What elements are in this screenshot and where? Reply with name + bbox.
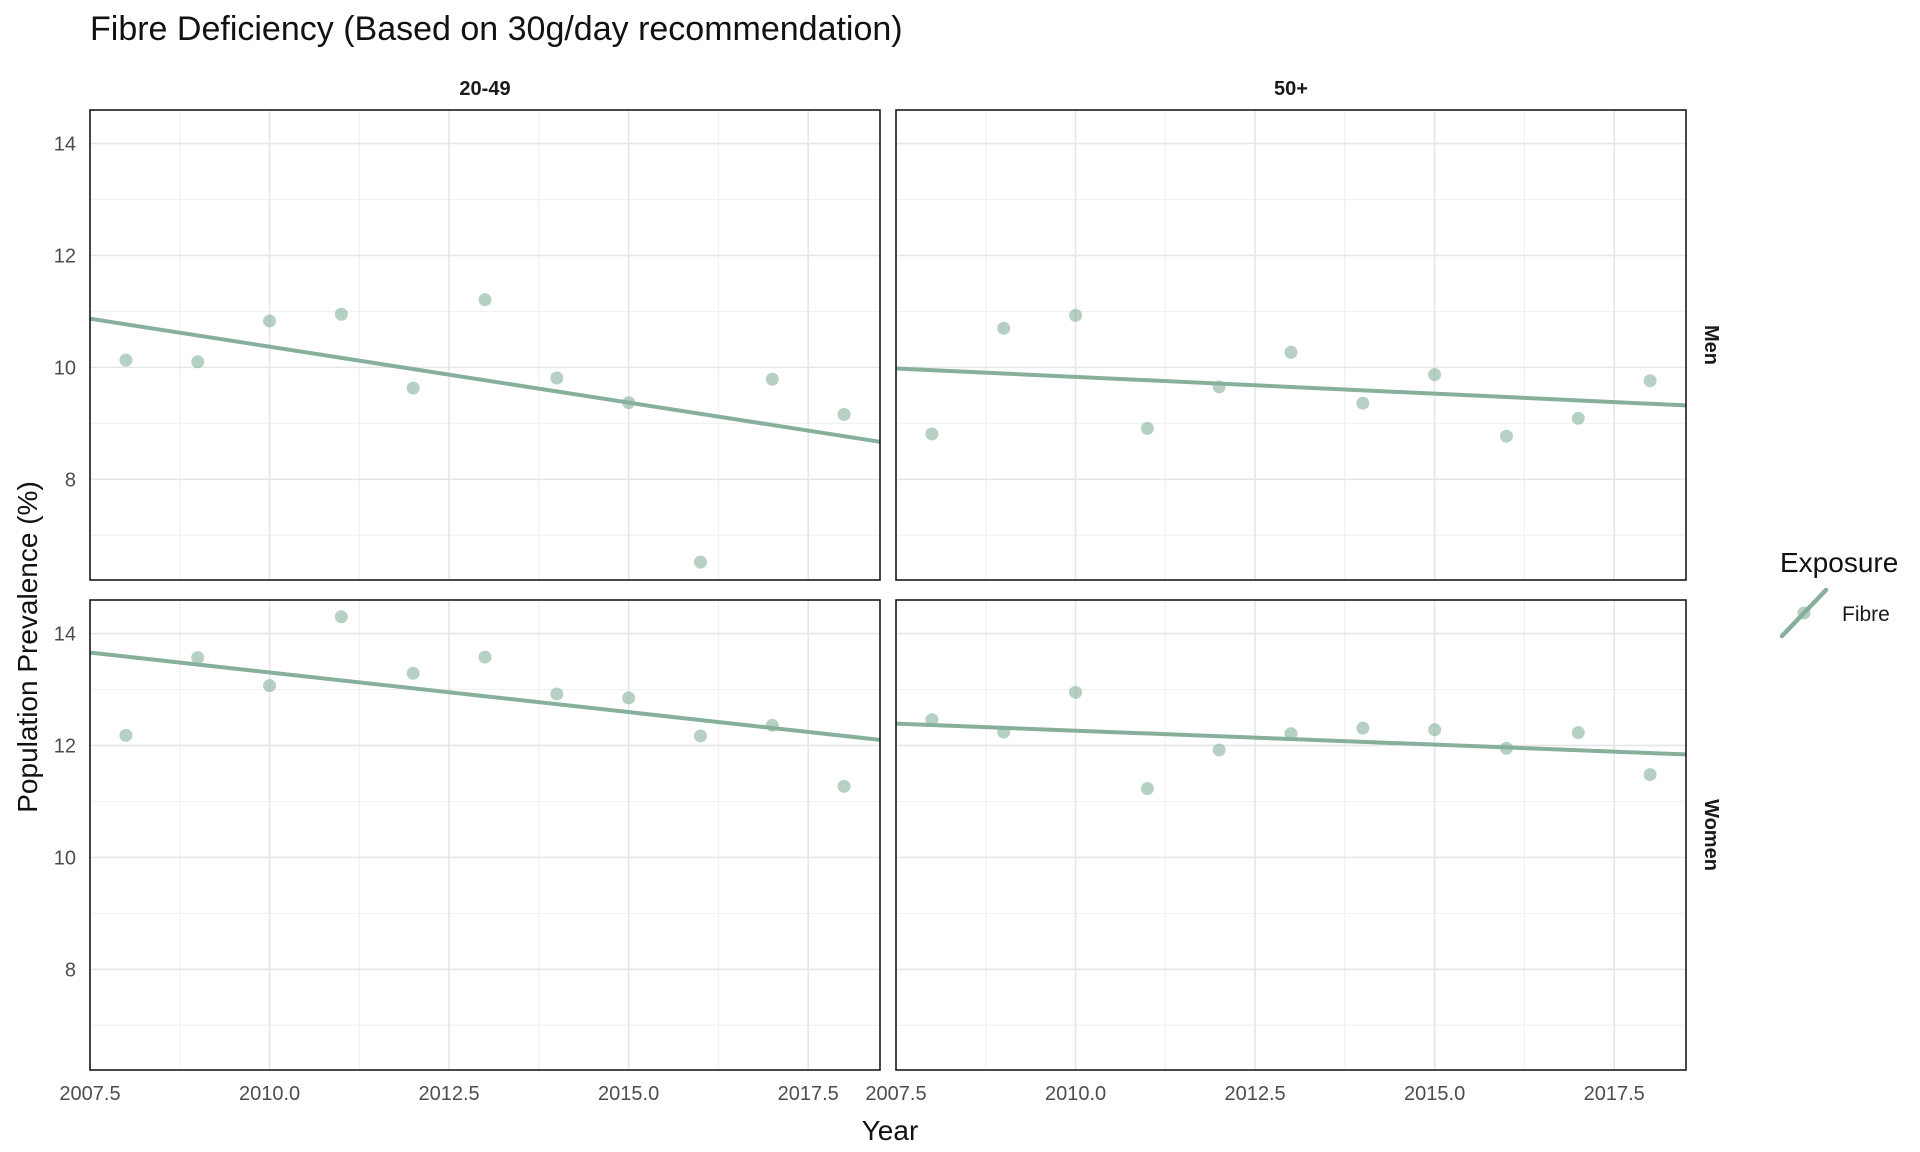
x-tick-label: 2012.5 xyxy=(419,1083,480,1105)
panel-background xyxy=(90,110,880,580)
y-tick-label: 12 xyxy=(54,245,76,267)
panel-women-3 xyxy=(895,599,1687,1071)
data-point xyxy=(1571,411,1585,425)
data-point xyxy=(478,293,492,307)
data-point xyxy=(263,314,277,328)
y-tick-label: 8 xyxy=(65,469,76,491)
panel-border xyxy=(895,109,1687,581)
data-point xyxy=(1284,345,1298,359)
trend-line xyxy=(89,316,881,444)
x-tick-label: 2015.0 xyxy=(598,1083,659,1105)
legend-label-fibre: Fibre xyxy=(1842,603,1890,626)
panel-background xyxy=(90,600,880,1070)
y-axis-title: Population Prevalence (%) xyxy=(12,481,43,813)
data-point xyxy=(550,687,564,701)
y-tick-label: 8 xyxy=(65,959,76,981)
panel-background xyxy=(896,110,1686,580)
strip-label-women: Women xyxy=(1700,799,1722,871)
data-point xyxy=(1356,396,1370,410)
data-point xyxy=(1428,723,1442,737)
x-tick-label: 2010.0 xyxy=(1045,1083,1106,1105)
y-tick-label: 12 xyxy=(54,735,76,757)
x-tick-label: 2010.0 xyxy=(239,1083,300,1105)
strip-label-men: Men xyxy=(1700,325,1722,365)
data-point xyxy=(837,779,851,793)
data-point xyxy=(1140,782,1154,796)
data-point xyxy=(406,666,420,680)
data-point xyxy=(334,610,348,624)
panel-border xyxy=(89,599,881,1071)
x-tick-label: 2007.5 xyxy=(59,1083,120,1105)
panel-background xyxy=(896,600,1686,1070)
data-point xyxy=(1140,421,1154,435)
data-point xyxy=(119,728,133,742)
data-point xyxy=(263,679,277,693)
x-tick-label: 2015.0 xyxy=(1404,1083,1465,1105)
legend-key-point xyxy=(1797,606,1811,620)
data-point xyxy=(837,407,851,421)
facet-panels: 20-49 50+ Men Women 8 10 12 14 8 10 12 14 2007.5 2010… xyxy=(54,78,1722,1105)
legend-title: Exposure xyxy=(1780,547,1898,578)
data-point xyxy=(1643,768,1657,782)
data-point xyxy=(406,381,420,395)
y-tick-label: 14 xyxy=(54,134,76,156)
chart-title: Fibre Deficiency (Based on 30g/day recom… xyxy=(90,10,903,48)
data-point xyxy=(1356,721,1370,735)
y-tick-label: 10 xyxy=(54,357,76,379)
data-point xyxy=(1643,374,1657,388)
data-point xyxy=(550,371,564,385)
trend-line xyxy=(895,721,1687,757)
data-point xyxy=(191,355,205,369)
y-tick-label: 14 xyxy=(54,624,76,646)
data-point xyxy=(478,650,492,664)
data-point xyxy=(622,691,636,705)
panel-men-0 xyxy=(89,109,881,581)
y-tick-label: 10 xyxy=(54,847,76,869)
data-point xyxy=(1571,726,1585,740)
panel-border xyxy=(895,599,1687,1071)
data-point xyxy=(1428,368,1442,382)
data-point xyxy=(997,321,1011,335)
legend: Exposure Fibre xyxy=(1779,547,1898,639)
data-point xyxy=(1212,743,1226,757)
data-point xyxy=(765,372,779,386)
data-point xyxy=(1069,308,1083,322)
trend-line xyxy=(89,650,881,742)
x-tick-label: 2017.5 xyxy=(1584,1083,1645,1105)
data-point xyxy=(334,307,348,321)
x-tick-label: 2007.5 xyxy=(865,1083,926,1105)
strip-label-0: 20-49 xyxy=(459,78,510,100)
data-point xyxy=(693,729,707,743)
data-point xyxy=(119,353,133,367)
panel-men-1 xyxy=(895,109,1687,581)
data-point xyxy=(925,427,939,441)
x-tick-label: 2017.5 xyxy=(778,1083,839,1105)
strip-label-1: 50+ xyxy=(1274,78,1308,100)
data-point xyxy=(693,555,707,569)
data-point xyxy=(191,651,205,665)
data-point xyxy=(1499,429,1513,443)
panel-women-2 xyxy=(89,599,881,1071)
trend-line xyxy=(895,366,1687,408)
panel-border xyxy=(89,109,881,581)
x-tick-label: 2012.5 xyxy=(1225,1083,1286,1105)
data-point xyxy=(1069,685,1083,699)
x-axis-title: Year xyxy=(862,1115,919,1146)
